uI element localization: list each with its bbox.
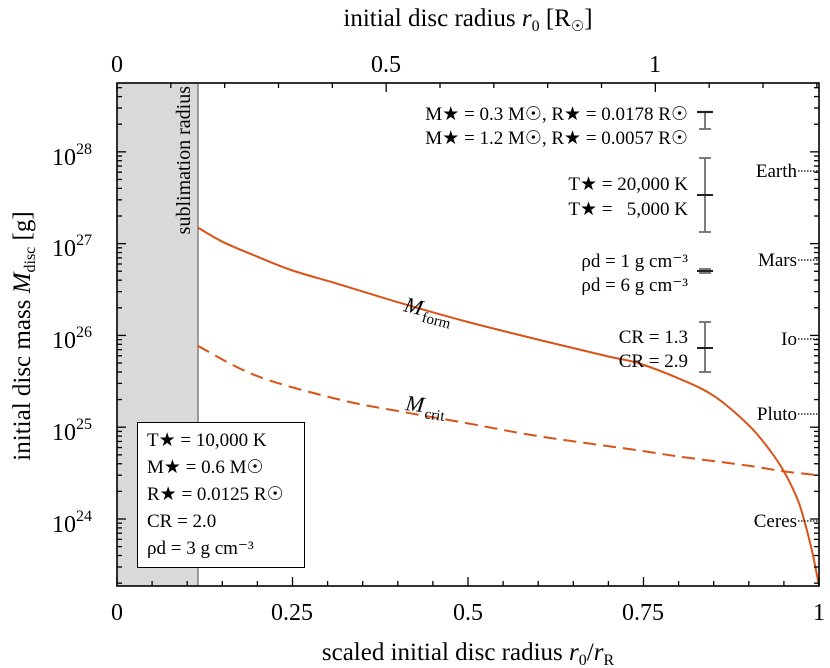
planet-mars: Mars [758,250,797,271]
bar3-label-low: ρd = 6 g cm⁻³ [581,275,688,296]
m-crit-curve [197,344,820,477]
sensitivity-labels: M★ = 0.3 M☉, R★ = 0.0178 R☉ M★ = 1.2 M☉,… [425,104,688,372]
planet-io: Io [781,329,797,350]
param-radiation-coefficient: CR = 2.0 [147,511,217,532]
svg-text:1024: 1024 [52,508,92,538]
planet-earth: Earth [756,161,798,182]
m-crit-label: M crit [403,390,447,425]
bar1-label-low: M★ = 1.2 M☉, R★ = 0.0057 R☉ [425,128,688,149]
y-tick-labels: 1028 1027 1026 1025 1024 [52,141,92,538]
m-form-label: M form [401,291,453,333]
bottom-tick-labels: 0 0.25 0.5 0.75 1 [111,600,825,626]
bar3-label-high: ρd = 1 g cm⁻³ [581,251,688,272]
param-temperature: T★ = 10,000 K [147,430,267,451]
svg-text:0.75: 0.75 [622,600,664,626]
svg-text:0: 0 [111,52,123,78]
svg-text:0.25: 0.25 [271,600,313,626]
bar2-label-low: T★ = 5,000 K [568,199,688,220]
svg-text:0.5: 0.5 [453,600,483,626]
axis-ticks [116,83,820,586]
planet-references: Earth Mars Io Pluto Ceres [754,161,818,532]
m-form-curve [197,226,820,586]
svg-text:M: M [403,390,427,417]
bar1-label-high: M★ = 0.3 M☉, R★ = 0.0178 R☉ [425,104,688,125]
svg-text:crit: crit [424,406,447,424]
sensitivity-errorbars [697,110,713,373]
svg-text:1027: 1027 [52,232,92,262]
top-tick-labels: 0 0.5 1 [111,52,661,78]
svg-text:1025: 1025 [52,416,92,446]
bottom-axis-title: scaled initial disc radius r0/rR [322,639,615,668]
plot-frame [116,82,820,587]
svg-text:1026: 1026 [52,324,92,354]
svg-text:0: 0 [111,600,123,626]
svg-text:1: 1 [649,52,661,78]
bar4-label-low: CR = 2.9 [619,351,688,372]
param-dust-density: ρd = 3 g cm⁻³ [147,538,254,559]
svg-text:form: form [420,310,452,333]
top-axis-title: initial disc radius r0 [R☉] [343,5,592,35]
bar4-label-high: CR = 1.3 [619,327,688,348]
planet-pluto: Pluto [757,404,797,425]
param-stellar-mass: M★ = 0.6 M☉ [147,457,264,478]
planet-ceres: Ceres [754,511,797,532]
bar2-label-high: T★ = 20,000 K [568,174,688,195]
parameters-box: T★ = 10,000 K M★ = 0.6 M☉ R★ = 0.0125 R☉… [137,422,305,568]
svg-text:1: 1 [813,600,825,626]
sublimation-label: sublimation radius [173,86,195,235]
left-axis-title: initial disc mass Mdisc [g] [9,211,39,460]
svg-text:1028: 1028 [52,141,92,171]
param-stellar-radius: R★ = 0.0125 R☉ [147,484,284,505]
svg-text:0.5: 0.5 [371,52,401,78]
